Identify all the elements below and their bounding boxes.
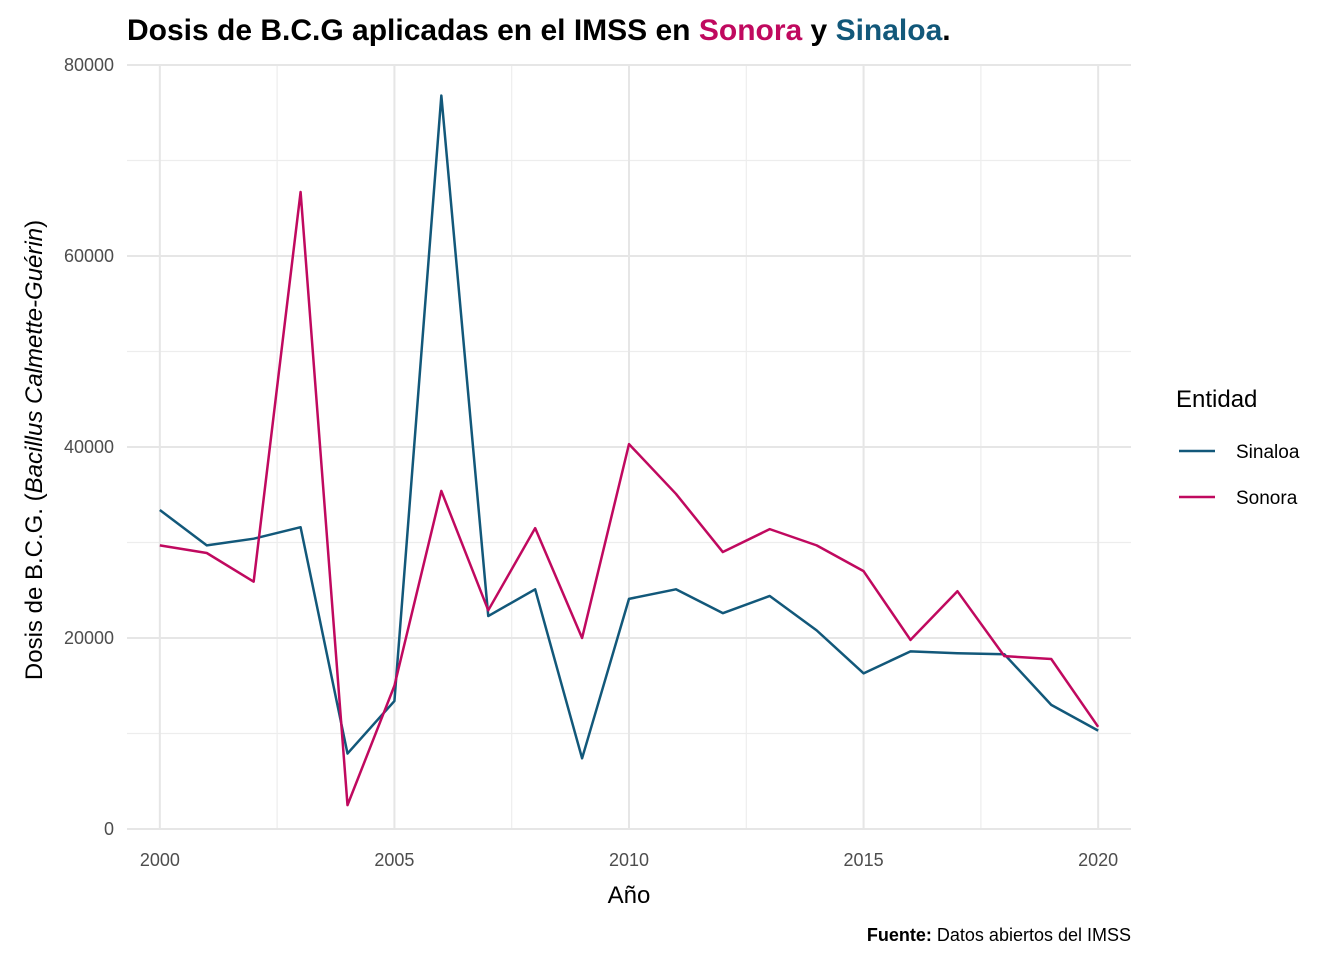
title-sonora: Sonora: [699, 14, 803, 47]
x-tick-label: 2010: [609, 850, 649, 870]
series-line-sonora: [159, 190, 1100, 807]
series-line-sinaloa: [159, 94, 1099, 760]
caption-bold: Fuente:: [867, 925, 932, 945]
y-tick-label: 40000: [64, 437, 114, 457]
y-axis-title-italic: Bacillus Calmette-Guérin: [21, 228, 48, 493]
title-middle: y: [802, 14, 835, 47]
legend-items: Sinaloa Sonora: [1179, 442, 1300, 509]
legend: Entidad Sinaloa Sonora: [1176, 386, 1300, 509]
y-axis-ticks: 0 20000 40000 60000 80000: [64, 55, 114, 839]
title-suffix: .: [942, 14, 950, 47]
y-tick-label: 80000: [64, 55, 114, 75]
x-axis-ticks: 2000 2005 2010 2015 2020: [140, 850, 1118, 870]
legend-label-sonora: Sonora: [1236, 488, 1298, 509]
x-tick-label: 2015: [844, 850, 884, 870]
title-sinaloa: Sinaloa: [836, 14, 943, 47]
x-tick-label: 2020: [1078, 850, 1118, 870]
x-axis-title: Año: [608, 882, 651, 909]
major-gridlines: [127, 64, 1131, 830]
chart-title: Dosis de B.C.G aplicadas en el IMSS en S…: [127, 14, 951, 47]
legend-label-sinaloa: Sinaloa: [1236, 442, 1300, 463]
x-tick-label: 2005: [374, 850, 414, 870]
y-axis-title: Dosis de B.C.G. (Bacillus Calmette-Guéri…: [21, 220, 48, 680]
y-axis-title-suffix: ): [21, 220, 48, 228]
y-tick-label: 0: [104, 819, 114, 839]
caption: Fuente: Datos abiertos del IMSS: [867, 925, 1131, 945]
legend-title: Entidad: [1176, 386, 1257, 413]
caption-text: Datos abiertos del IMSS: [932, 925, 1131, 945]
series-lines: [159, 94, 1100, 807]
y-axis-title-prefix: Dosis de B.C.G. (: [21, 493, 48, 680]
y-tick-label: 60000: [64, 246, 114, 266]
title-prefix: Dosis de B.C.G aplicadas en el IMSS en: [127, 14, 699, 47]
plot-area: [127, 64, 1131, 830]
y-tick-label: 20000: [64, 628, 114, 648]
x-tick-label: 2000: [140, 850, 180, 870]
